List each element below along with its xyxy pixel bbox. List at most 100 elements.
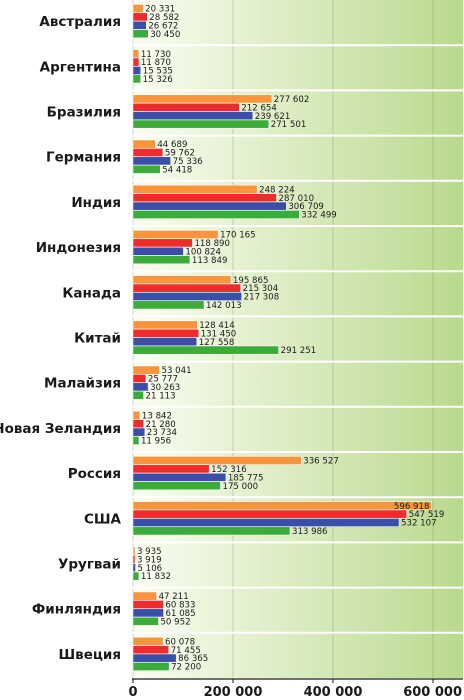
bar	[132, 94, 273, 104]
bar	[132, 501, 432, 511]
data-label: 152 316	[211, 465, 247, 475]
data-label: 61 085	[166, 609, 196, 619]
data-label: 175 000	[223, 482, 259, 492]
bar	[132, 464, 210, 474]
bar	[132, 410, 141, 420]
bar	[132, 337, 198, 347]
bar	[132, 509, 408, 519]
data-label: 44 689	[157, 140, 187, 150]
bar	[132, 156, 171, 166]
data-label: 142 013	[206, 301, 242, 311]
bar	[132, 518, 400, 527]
data-label: 28 582	[149, 13, 179, 23]
bar	[132, 591, 157, 601]
data-label: 47 211	[159, 592, 189, 602]
category-label: Швеция	[58, 647, 121, 663]
bar	[132, 246, 184, 256]
bar	[132, 345, 279, 355]
data-label: 532 107	[401, 519, 437, 529]
data-label: 127 558	[199, 338, 235, 348]
bar	[132, 12, 148, 22]
data-label: 3 935	[137, 547, 162, 557]
bar	[132, 472, 227, 482]
bar	[132, 662, 170, 671]
data-label: 25 777	[148, 375, 178, 385]
data-label: 26 672	[148, 21, 178, 31]
data-label: 59 762	[165, 149, 195, 159]
data-label: 547 519	[409, 510, 445, 520]
bar	[132, 320, 198, 330]
x-tick-label: 0	[128, 685, 137, 700]
category-separators	[0, 44, 464, 634]
data-label: 291 251	[281, 346, 317, 356]
data-label: 306 709	[288, 202, 324, 212]
data-label: 3 919	[137, 555, 162, 565]
bar	[132, 419, 144, 429]
bar	[132, 238, 193, 248]
bar	[132, 201, 287, 211]
category-labels: Австралия Аргентина Бразилия Германия Индия И…	[0, 14, 122, 663]
data-label: 131 450	[201, 329, 237, 339]
bar	[132, 365, 160, 375]
data-label: 15 535	[143, 67, 173, 77]
bar	[132, 554, 136, 564]
bar	[132, 300, 205, 310]
bar	[132, 283, 241, 293]
bar	[132, 526, 291, 536]
bar	[132, 74, 141, 84]
category-label: Аргентина	[40, 59, 121, 75]
bar	[132, 600, 164, 609]
bar	[132, 328, 199, 338]
x-tick-label: 400 000	[304, 685, 363, 700]
bar	[132, 390, 144, 400]
data-label: 30 450	[150, 30, 180, 40]
bar	[132, 193, 277, 203]
data-label: 100 824	[185, 247, 221, 257]
data-label: 215 304	[243, 284, 279, 294]
data-label: 11 870	[141, 58, 171, 68]
data-label: 11 730	[141, 50, 171, 60]
bar	[132, 374, 147, 383]
x-tick-label: 200 000	[204, 685, 263, 700]
bar	[132, 66, 142, 75]
data-label: 596 918	[394, 502, 430, 512]
data-label: 248 224	[259, 185, 295, 195]
data-label: 5 106	[138, 564, 163, 574]
data-label: 195 865	[233, 276, 269, 286]
bar	[132, 427, 146, 437]
bar	[132, 148, 164, 157]
category-label: Индия	[71, 195, 121, 211]
bar	[132, 571, 140, 581]
bar	[132, 563, 136, 573]
category-label: Канада	[62, 285, 121, 301]
bar	[132, 292, 242, 301]
data-label: 71 455	[171, 646, 201, 656]
data-label: 212 654	[241, 103, 277, 113]
category-label: Малайзия	[44, 376, 121, 392]
bar	[132, 4, 144, 13]
data-label: 11 832	[141, 572, 171, 582]
data-label: 13 842	[142, 411, 172, 421]
data-label: 313 986	[292, 527, 328, 537]
bar	[132, 164, 161, 174]
data-label: 239 621	[255, 112, 291, 122]
category-label: Россия	[68, 466, 121, 482]
category-label: США	[84, 511, 122, 527]
bar	[132, 653, 177, 663]
bar	[132, 456, 302, 465]
data-label: 54 418	[162, 165, 192, 175]
data-label: 336 527	[303, 457, 339, 467]
data-label: 113 849	[192, 256, 228, 266]
bar	[132, 481, 221, 491]
bar	[132, 616, 159, 626]
data-label: 21 113	[146, 391, 176, 401]
data-label: 23 734	[147, 428, 177, 438]
data-label: 11 956	[141, 437, 171, 447]
bar	[132, 436, 140, 445]
data-label: 277 602	[274, 95, 310, 105]
data-label: 185 775	[228, 473, 264, 483]
bar	[132, 49, 140, 59]
bar	[132, 230, 219, 239]
